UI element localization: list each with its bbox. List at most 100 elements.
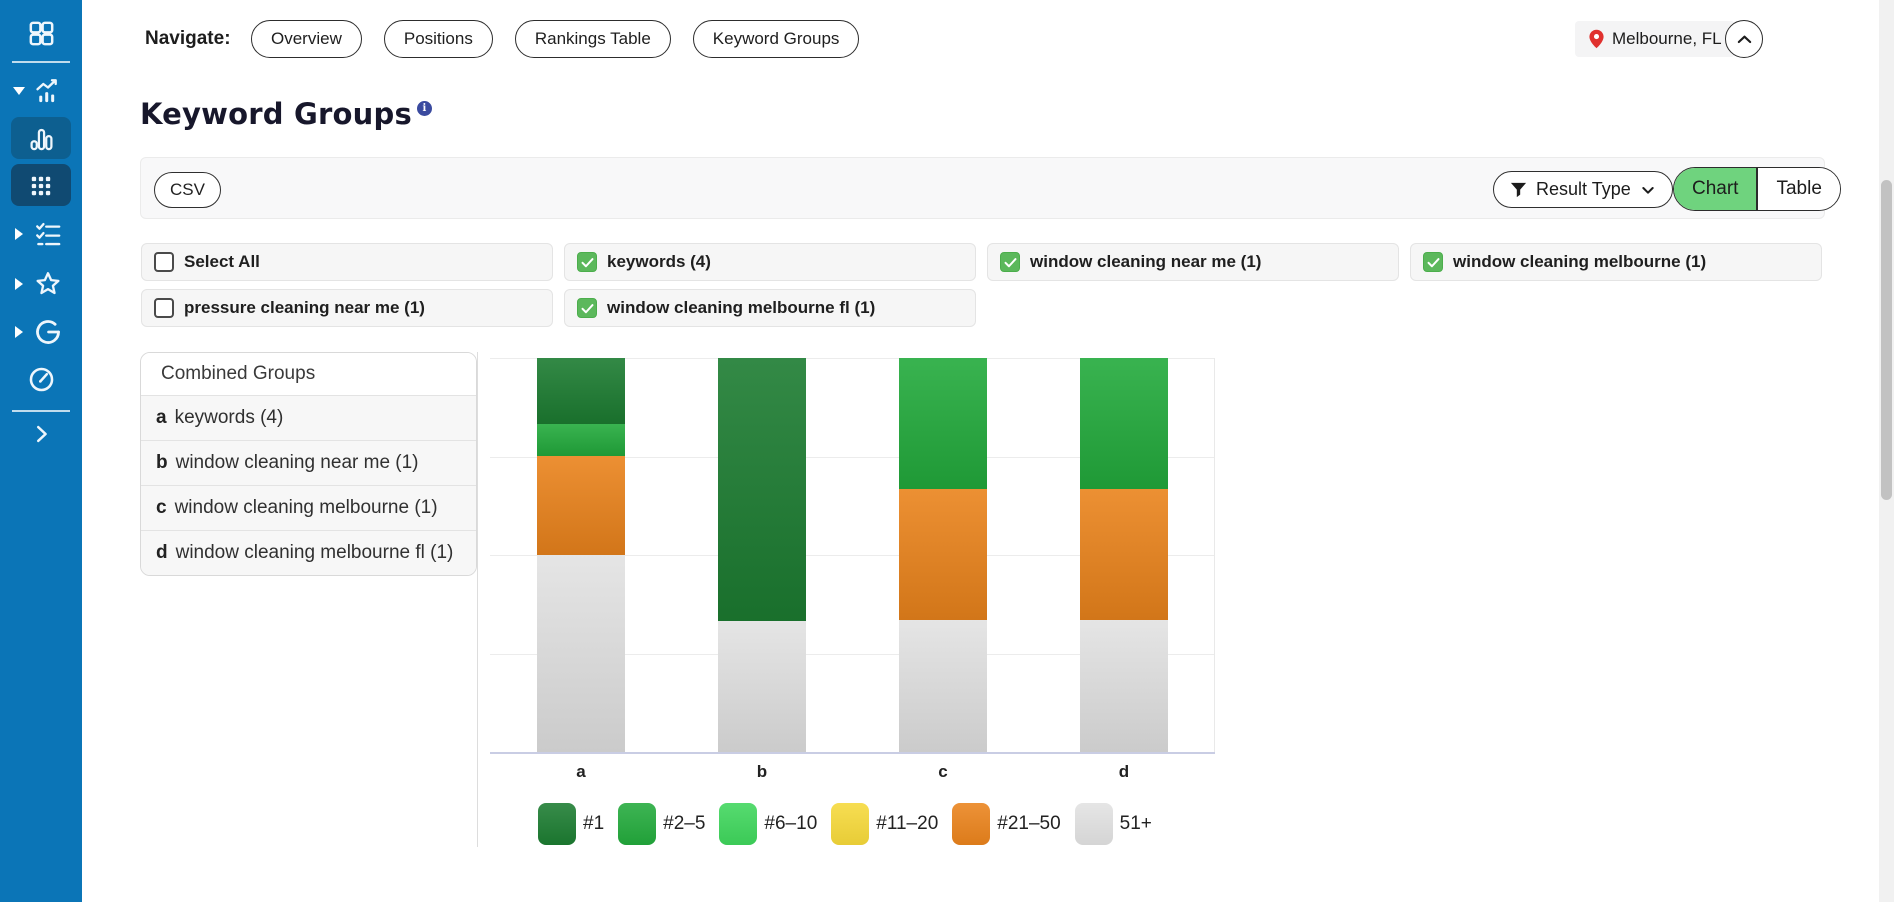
bar-segment-c-#21–50[interactable] [899, 489, 987, 621]
group-key: c [156, 497, 167, 518]
google-g-icon [34, 318, 62, 346]
legend-item-#1: #1 [538, 803, 604, 845]
group-row-b[interactable]: b window cleaning near me (1) [141, 440, 476, 485]
sidebar-item-rank-charts[interactable] [0, 124, 82, 154]
bar-segment-c-#2–5[interactable] [899, 358, 987, 490]
x-axis-label-d: d [1118, 762, 1130, 781]
x-axis-label-c: c [938, 762, 948, 781]
sidebar-expand-button[interactable] [0, 420, 82, 448]
legend-label: #1 [583, 813, 605, 834]
group-key: d [156, 542, 168, 563]
bar-segment-d-51+[interactable] [1080, 620, 1168, 752]
legend-swatch [719, 803, 758, 845]
group-label: keywords (4) [174, 407, 284, 428]
filter-label: Select All [184, 252, 260, 271]
filter-label: window cleaning melbourne fl (1) [607, 298, 876, 317]
checked-checkbox[interactable] [577, 298, 597, 318]
filter-item-select-all[interactable]: Select All [141, 243, 553, 281]
bar-segment-a-#1[interactable] [537, 358, 625, 424]
chart-legend: #1 #2–5 #6–10 #11–20 #21–50 51+ [538, 803, 1152, 845]
group-row-d[interactable]: d window cleaning melbourne fl (1) [141, 530, 476, 575]
bar-segment-a-#21–50[interactable] [537, 456, 625, 555]
scrollbar-thumb[interactable] [1881, 180, 1892, 500]
x-axis-label-b: b [756, 762, 768, 781]
collapse-panel-button[interactable] [1725, 20, 1763, 58]
filter-item-keywords-4-[interactable]: keywords (4) [564, 243, 976, 281]
group-label: window cleaning near me (1) [175, 452, 419, 473]
sidebar-item-favorites[interactable] [0, 269, 82, 299]
legend-item-#21–50: #21–50 [952, 803, 1061, 845]
sidebar-item-site-audit[interactable] [0, 364, 82, 394]
plot-right-border [1214, 358, 1215, 752]
gridline [490, 653, 1215, 655]
bar-segment-b-#1[interactable] [718, 358, 806, 621]
csv-export-button[interactable]: CSV [154, 172, 221, 208]
checklist-icon [35, 221, 62, 248]
info-icon[interactable]: i [416, 101, 432, 116]
scrollbar-track [1879, 0, 1894, 902]
sidebar-item-keyword-groups[interactable] [0, 171, 82, 201]
chart-bar-b[interactable] [718, 358, 806, 752]
chart-bar-d[interactable] [1080, 358, 1168, 752]
checked-checkbox[interactable] [577, 252, 597, 272]
nav-button-positions[interactable]: Positions [383, 20, 493, 58]
group-row-a[interactable]: a keywords (4) [141, 395, 476, 440]
unchecked-checkbox[interactable] [154, 298, 174, 318]
legend-swatch [618, 803, 657, 845]
bar-segment-a-#2–5[interactable] [537, 423, 625, 457]
sidebar [0, 0, 82, 902]
result-type-dropdown[interactable]: Result Type [1493, 171, 1673, 208]
table-toggle-button[interactable]: Table [1758, 168, 1840, 210]
chart-bar-a[interactable] [537, 358, 625, 752]
bar-segment-d-#21–50[interactable] [1080, 489, 1168, 621]
legend-item-51+: 51+ [1074, 803, 1152, 845]
column-divider [477, 352, 478, 847]
rank-trend-icon [34, 77, 62, 105]
filter-item-window-cleaning-near-me-1-[interactable]: window cleaning near me (1) [987, 243, 1399, 281]
sidebar-item-dashboard[interactable] [0, 18, 82, 48]
group-row-c[interactable]: c window cleaning melbourne (1) [141, 485, 476, 530]
sidebar-item-keyword-lists[interactable] [0, 219, 82, 249]
legend-label: #11–20 [876, 813, 939, 834]
legend-item-#2–5: #2–5 [618, 803, 705, 845]
combined-groups-header: Combined Groups [141, 353, 476, 395]
legend-swatch [538, 803, 576, 845]
sidebar-item-google-tools[interactable] [0, 317, 82, 347]
combined-groups-panel: Combined Groups a keywords (4) b window cle… [140, 352, 477, 576]
bar-segment-b-51+[interactable] [718, 620, 806, 752]
bar-segment-c-51+[interactable] [899, 620, 987, 752]
nav-button-overview[interactable]: Overview [251, 20, 362, 58]
nav-button-keyword-groups[interactable]: Keyword Groups [692, 20, 860, 58]
filter-funnel-icon [1510, 182, 1527, 198]
sidebar-item-rank-tracking[interactable] [0, 76, 82, 106]
bar-segment-a-51+[interactable] [537, 554, 625, 752]
chart-bar-c[interactable] [899, 358, 987, 752]
chevron-right-icon [30, 423, 52, 445]
filter-item-window-cleaning-melbourne-fl-1-[interactable]: window cleaning melbourne fl (1) [564, 289, 976, 327]
legend-label: #6–10 [764, 813, 818, 834]
filter-item-window-cleaning-melbourne-1-[interactable]: window cleaning melbourne (1) [1410, 243, 1822, 281]
location-selector[interactable]: Melbourne, FL [1575, 21, 1735, 57]
bar-segment-d-#2–5[interactable] [1080, 358, 1168, 490]
checked-checkbox[interactable] [1000, 252, 1020, 272]
group-label: window cleaning melbourne fl (1) [175, 542, 454, 563]
page-title: Keyword Groups [140, 97, 412, 131]
expand-caret-right-icon [15, 326, 23, 338]
result-type-label: Result Type [1536, 179, 1631, 199]
checked-checkbox[interactable] [1423, 252, 1443, 272]
map-pin-icon [1588, 29, 1605, 49]
location-label: Melbourne, FL [1612, 29, 1722, 48]
expand-caret-right-icon [15, 278, 23, 290]
chart-toggle-button[interactable]: Chart [1674, 168, 1759, 210]
legend-swatch [1074, 803, 1113, 845]
chevron-up-icon [1736, 31, 1753, 48]
legend-label: #2–5 [663, 813, 706, 834]
chart-plot [490, 358, 1215, 754]
legend-item-#6–10: #6–10 [719, 803, 817, 845]
nav-button-rankings-table[interactable]: Rankings Table [514, 20, 671, 58]
chart-table-toggle: Chart Table [1673, 167, 1841, 211]
filter-item-pressure-cleaning-near-me-1-[interactable]: pressure cleaning near me (1) [141, 289, 553, 327]
unchecked-checkbox[interactable] [154, 252, 174, 272]
navigate-buttons: Overview Positions Rankings Table Keyword G… [251, 20, 860, 58]
expand-caret-right-icon [15, 228, 23, 240]
